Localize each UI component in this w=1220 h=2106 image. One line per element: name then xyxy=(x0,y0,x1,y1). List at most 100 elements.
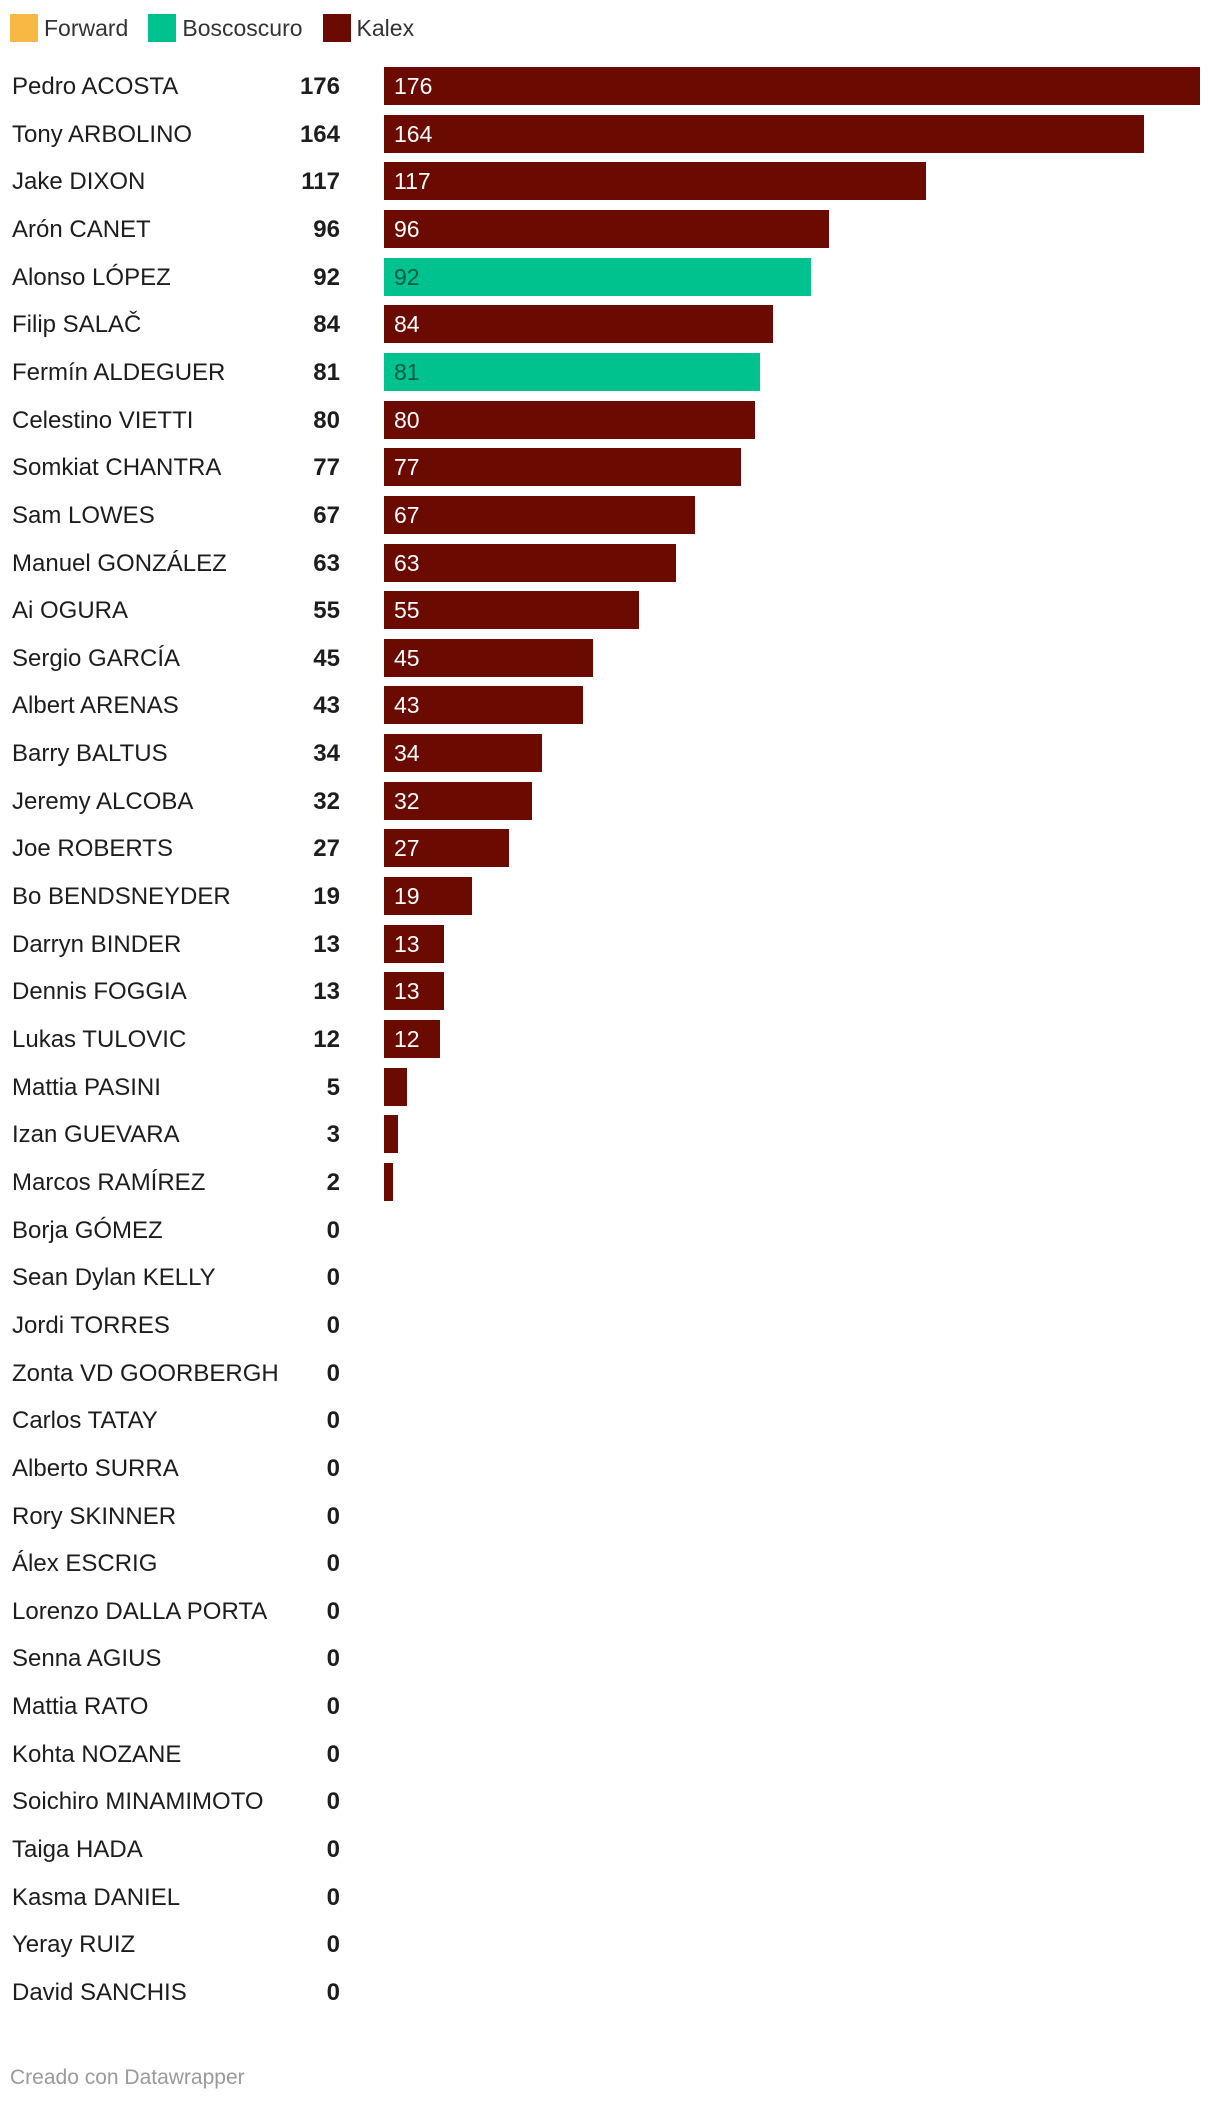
rider-name: Arón CANET xyxy=(12,215,151,243)
bar-data-label: 13 xyxy=(394,978,420,1005)
legend-swatch xyxy=(10,14,38,42)
bar xyxy=(384,352,760,391)
points-value: 43 xyxy=(313,692,340,720)
points-value: 12 xyxy=(313,1026,340,1053)
points-value: 0 xyxy=(326,1931,340,1959)
bar-data-label: 77 xyxy=(394,454,420,481)
rider-name: Mattia PASINI xyxy=(12,1073,161,1101)
rider-name: Sergio GARCÍA xyxy=(12,644,181,672)
legend-item-kalex: Kalex xyxy=(322,14,415,42)
bar-data-label: 55 xyxy=(394,597,420,624)
bar xyxy=(384,1115,398,1154)
points-value: 0 xyxy=(326,1693,340,1721)
bar xyxy=(384,400,755,439)
bar-data-label: 81 xyxy=(394,358,420,385)
bar-data-label: 80 xyxy=(394,406,420,433)
bar-data-label: 117 xyxy=(394,168,431,195)
points-value: 32 xyxy=(313,787,340,815)
rider-name: Darryn BINDER xyxy=(12,930,182,958)
rider-name: Borja GÓMEZ xyxy=(12,1216,163,1244)
points-value: 176 xyxy=(299,73,340,100)
rider-name: Alonso LÓPEZ xyxy=(12,263,171,291)
rider-name: Tony ARBOLINO xyxy=(12,120,193,148)
bar-data-label: 27 xyxy=(394,835,420,862)
rider-name: Somkiat CHANTRA xyxy=(12,454,222,482)
bar-data-label: 45 xyxy=(394,644,420,671)
rider-name: Bo BENDSNEYDER xyxy=(12,883,231,911)
points-value: 13 xyxy=(313,978,340,1006)
legend-label: Kalex xyxy=(356,14,415,41)
points-value: 67 xyxy=(313,501,340,529)
bar-data-label: 19 xyxy=(394,883,420,910)
points-value: 5 xyxy=(326,1073,340,1101)
bar-data-label: 63 xyxy=(394,549,420,576)
rider-name: Lorenzo DALLA PORTA xyxy=(12,1597,268,1625)
rider-name: Alberto SURRA xyxy=(12,1454,179,1482)
bar xyxy=(384,829,510,868)
rider-name: Marcos RAMÍREZ xyxy=(12,1168,206,1196)
rider-name: Carlos TATAY xyxy=(12,1407,158,1435)
points-value: 0 xyxy=(326,1407,340,1435)
rider-name: Sean Dylan KELLY xyxy=(12,1264,216,1292)
bar xyxy=(384,114,1145,153)
rider-name: Álex ESCRIG xyxy=(12,1550,158,1578)
legend-swatch xyxy=(148,14,177,42)
points-value: 80 xyxy=(313,406,340,434)
points-value: 19 xyxy=(313,883,340,911)
bar xyxy=(384,1067,408,1106)
bar xyxy=(384,877,473,916)
points-value: 13 xyxy=(313,930,340,958)
rider-name: Zonta VD GOORBERGH xyxy=(12,1359,279,1387)
points-value: 0 xyxy=(326,1502,340,1530)
bar-data-label: 84 xyxy=(394,311,420,338)
points-value: 0 xyxy=(326,1645,340,1673)
bar xyxy=(384,781,533,820)
rider-name: Lukas TULOVIC xyxy=(12,1026,187,1053)
bar xyxy=(384,686,584,725)
bar xyxy=(384,1020,440,1058)
bar-data-label: 96 xyxy=(394,215,420,242)
bar-data-label: 67 xyxy=(394,501,420,528)
legend-item-boscoscuro: Boscoscuro xyxy=(148,14,303,42)
bar xyxy=(384,972,445,1011)
rider-name: Joe ROBERTS xyxy=(12,835,173,863)
bar xyxy=(384,591,639,630)
bar xyxy=(384,305,774,344)
points-value: 84 xyxy=(313,311,340,339)
legend-item-forward: Forward xyxy=(10,14,128,42)
rider-name: Taiga HADA xyxy=(12,1836,143,1864)
points-value: 81 xyxy=(313,358,340,386)
rider-name: Celestino VIETTI xyxy=(12,406,194,434)
bar xyxy=(384,257,811,296)
rider-name: Jordi TORRES xyxy=(12,1311,170,1339)
points-value: 77 xyxy=(313,454,340,482)
rider-name: Mattia RATO xyxy=(12,1693,149,1721)
rider-name: Dennis FOGGIA xyxy=(12,978,187,1006)
points-value: 3 xyxy=(326,1121,340,1149)
points-value: 0 xyxy=(326,1836,340,1864)
points-value: 0 xyxy=(326,1788,340,1816)
points-value: 2 xyxy=(326,1168,340,1196)
points-value: 0 xyxy=(326,1740,340,1768)
rider-name: Manuel GONZÁLEZ xyxy=(12,549,227,577)
rider-name: Pedro ACOSTA xyxy=(12,73,179,100)
rider-name: Rory SKINNER xyxy=(12,1502,177,1530)
rider-name: Ai OGURA xyxy=(12,597,129,625)
bar xyxy=(384,209,830,248)
points-value: 0 xyxy=(326,1216,340,1244)
points-value: 96 xyxy=(313,215,340,243)
bar xyxy=(384,162,927,201)
rider-name: Filip SALAČ xyxy=(12,311,142,339)
rider-name: Barry BALTUS xyxy=(12,740,168,768)
points-value: 0 xyxy=(326,1311,340,1339)
points-value: 55 xyxy=(313,597,340,625)
points-value: 0 xyxy=(326,1550,340,1578)
legend: Forward Boscoscuro Kalex xyxy=(10,12,434,44)
legend-swatch xyxy=(322,14,351,42)
bar-data-label: 92 xyxy=(394,263,420,290)
points-value: 0 xyxy=(326,1264,340,1292)
rider-name: Izan GUEVARA xyxy=(12,1121,180,1149)
rider-name: David SANCHIS xyxy=(12,1979,187,2006)
points-value: 0 xyxy=(326,1454,340,1482)
bar-data-label: 176 xyxy=(394,73,433,99)
